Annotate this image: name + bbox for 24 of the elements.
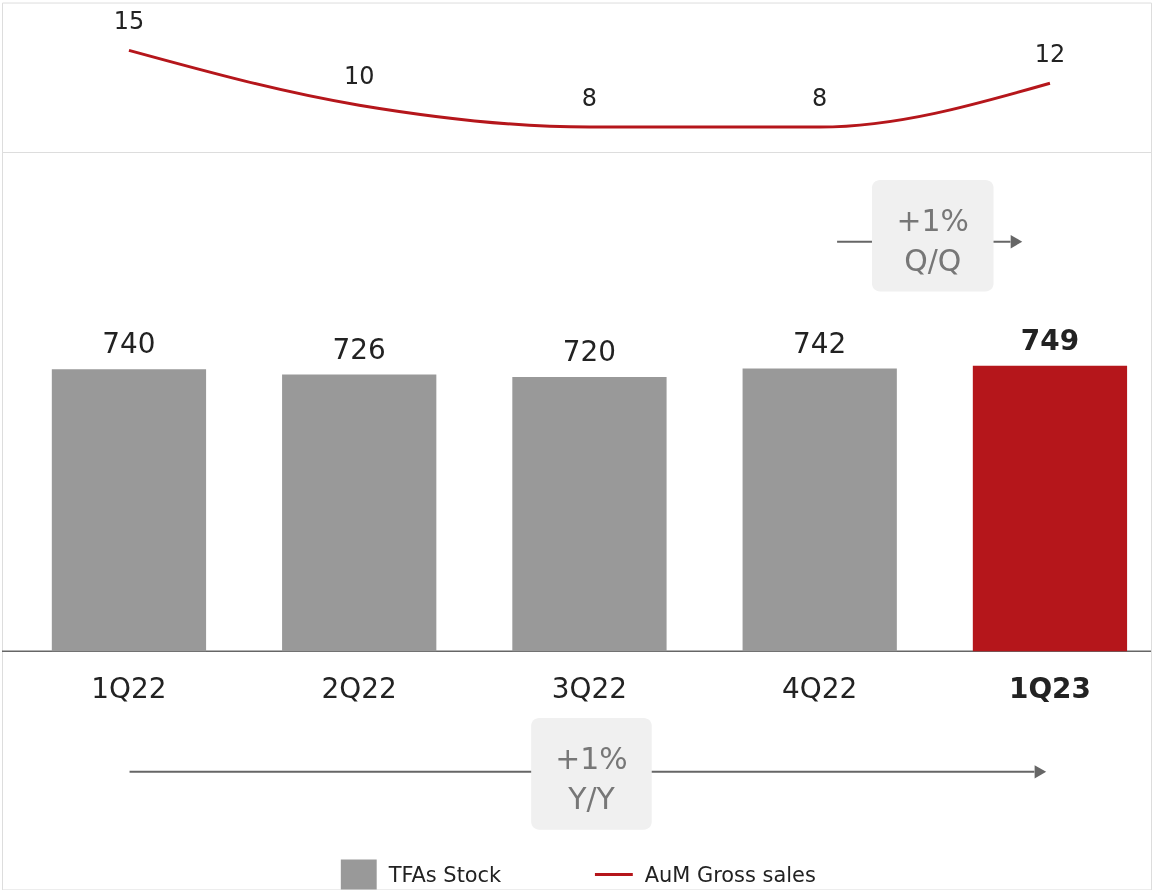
- data-label: 740: [102, 327, 156, 361]
- legend-label: TFAs Stock: [387, 863, 503, 888]
- x-tick-label: 2Q22: [321, 672, 397, 706]
- x-tick-label: 1Q22: [91, 672, 167, 706]
- bar: [512, 376, 667, 652]
- data-label: 15: [113, 7, 145, 36]
- bar: [51, 369, 207, 652]
- data-label: 749: [1020, 323, 1080, 357]
- bar: [972, 365, 1128, 652]
- data-label: 10: [343, 62, 375, 91]
- text: +1% Q/Q: [896, 202, 969, 278]
- x-tick-label: 4Q22: [782, 672, 858, 706]
- x-tick-label: 3Q22: [551, 672, 628, 706]
- data-label: 742: [793, 326, 847, 360]
- data-label: 12: [1034, 40, 1066, 69]
- data-label: 8: [581, 84, 598, 113]
- data-label: 8: [812, 84, 828, 113]
- data-label: 720: [562, 334, 617, 368]
- text: +1% Y/Y: [555, 740, 628, 816]
- bar: [742, 368, 897, 652]
- x-tick-label: 1Q23: [1008, 672, 1091, 706]
- bar: [282, 374, 437, 652]
- data-label: 726: [332, 332, 386, 366]
- legend-label: AuM Gross sales: [644, 863, 816, 888]
